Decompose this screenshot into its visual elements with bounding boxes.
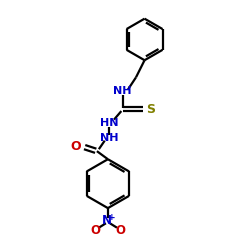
Text: O: O	[116, 224, 126, 237]
Text: O: O	[90, 224, 100, 237]
Text: S: S	[146, 102, 155, 116]
Text: HN: HN	[100, 118, 118, 128]
Text: NH: NH	[100, 133, 119, 143]
Text: NH: NH	[113, 86, 132, 96]
Text: N: N	[102, 214, 112, 227]
Text: O: O	[70, 140, 80, 153]
Text: +: +	[108, 213, 116, 222]
